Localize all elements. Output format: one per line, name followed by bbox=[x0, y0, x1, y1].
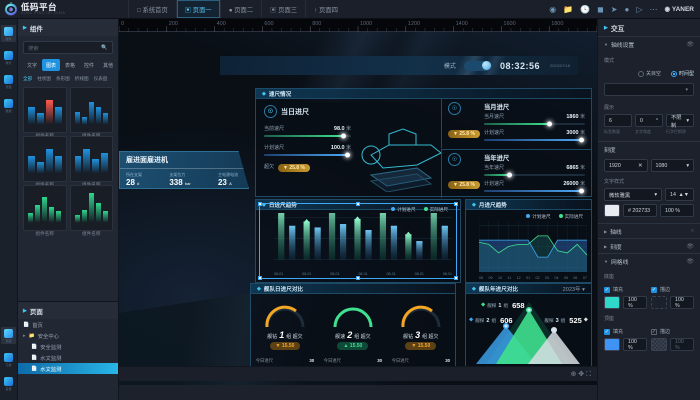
svg-text:200: 200 bbox=[169, 21, 178, 27]
svg-text:0: 0 bbox=[121, 21, 124, 27]
svg-text:400: 400 bbox=[217, 21, 226, 27]
svg-text:600: 600 bbox=[264, 21, 273, 27]
svg-text:1200: 1200 bbox=[408, 21, 420, 27]
svg-text:1400: 1400 bbox=[456, 21, 468, 27]
svg-text:1600: 1600 bbox=[503, 21, 515, 27]
svg-text:1000: 1000 bbox=[360, 21, 372, 27]
svg-text:1800: 1800 bbox=[551, 21, 563, 27]
svg-text:800: 800 bbox=[312, 21, 321, 27]
